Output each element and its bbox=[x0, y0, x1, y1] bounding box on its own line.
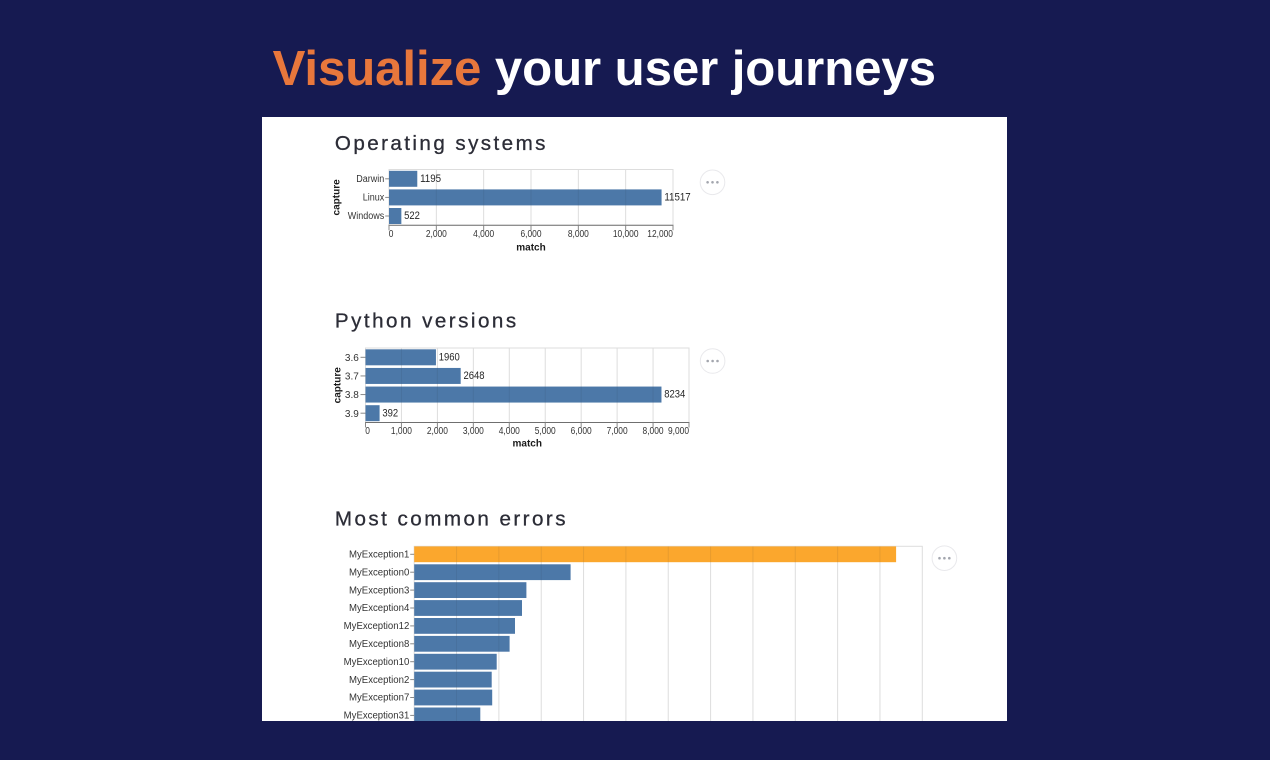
svg-text:MyException0: MyException0 bbox=[349, 567, 410, 578]
svg-text:Python versions: Python versions bbox=[335, 310, 519, 333]
svg-text:3,000: 3,000 bbox=[463, 426, 484, 437]
svg-text:6,000: 6,000 bbox=[520, 229, 541, 240]
svg-text:MyException1: MyException1 bbox=[349, 550, 410, 561]
svg-text:10,000: 10,000 bbox=[613, 229, 639, 240]
svg-text:Darwin: Darwin bbox=[356, 174, 384, 185]
svg-text:5,000: 5,000 bbox=[535, 426, 556, 437]
svg-text:Operating systems: Operating systems bbox=[335, 132, 548, 155]
svg-text:1195: 1195 bbox=[420, 173, 441, 185]
svg-text:392: 392 bbox=[382, 407, 398, 419]
svg-text:capture: capture bbox=[333, 367, 344, 404]
svg-text:3.6: 3.6 bbox=[345, 353, 359, 364]
svg-text:3.9: 3.9 bbox=[345, 409, 359, 420]
svg-text:8,000: 8,000 bbox=[568, 229, 589, 240]
svg-text:MyException3: MyException3 bbox=[349, 585, 410, 596]
svg-text:2,000: 2,000 bbox=[426, 229, 447, 240]
svg-text:4,000: 4,000 bbox=[473, 229, 494, 240]
svg-text:match: match bbox=[516, 243, 545, 254]
svg-text:MyException8: MyException8 bbox=[349, 639, 410, 650]
svg-text:1,000: 1,000 bbox=[391, 426, 412, 437]
svg-text:Linux: Linux bbox=[363, 193, 385, 204]
svg-text:8,000: 8,000 bbox=[643, 426, 664, 437]
svg-text:7,000: 7,000 bbox=[607, 426, 628, 437]
svg-text:MyException31: MyException31 bbox=[344, 711, 410, 722]
svg-text:Most common errors: Most common errors bbox=[335, 508, 568, 531]
svg-text:MyException4: MyException4 bbox=[349, 603, 410, 614]
svg-text:12,000: 12,000 bbox=[647, 229, 673, 240]
svg-text:MyException7: MyException7 bbox=[349, 693, 410, 704]
svg-text:4,000: 4,000 bbox=[499, 426, 520, 437]
svg-text:MyException2: MyException2 bbox=[349, 675, 410, 686]
svg-text:MyException12: MyException12 bbox=[344, 621, 410, 632]
svg-text:522: 522 bbox=[404, 210, 420, 222]
svg-text:1960: 1960 bbox=[439, 351, 460, 363]
svg-text:9,000: 9,000 bbox=[668, 426, 689, 437]
svg-text:11517: 11517 bbox=[664, 192, 690, 204]
svg-text:8234: 8234 bbox=[664, 389, 685, 401]
svg-text:Windows: Windows bbox=[348, 211, 385, 222]
svg-text:capture: capture bbox=[331, 179, 342, 216]
svg-text:MyException10: MyException10 bbox=[344, 657, 410, 668]
svg-text:3.7: 3.7 bbox=[345, 372, 359, 383]
svg-text:0: 0 bbox=[389, 229, 394, 240]
svg-text:3.8: 3.8 bbox=[345, 390, 359, 401]
svg-text:2,000: 2,000 bbox=[427, 426, 448, 437]
svg-text:0: 0 bbox=[365, 426, 370, 437]
svg-text:Visualize your user journeys: Visualize your user journeys bbox=[273, 41, 936, 96]
svg-text:6,000: 6,000 bbox=[571, 426, 592, 437]
svg-text:match: match bbox=[513, 438, 542, 449]
svg-text:2648: 2648 bbox=[463, 370, 484, 382]
